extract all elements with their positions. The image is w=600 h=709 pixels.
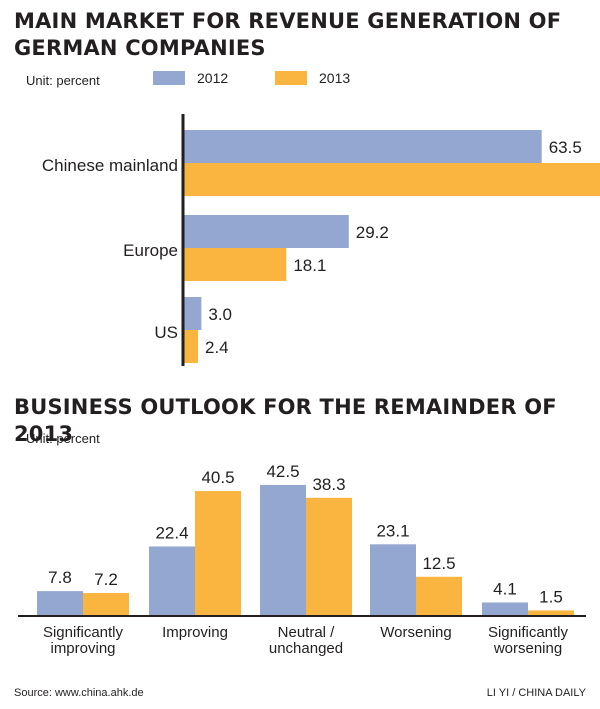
chart2-value-label: 7.8	[48, 568, 72, 587]
chart2-category-label: Neutral /	[278, 624, 336, 641]
chart1-bar-2013	[184, 163, 600, 196]
legend-label-2012: 2012	[197, 70, 229, 86]
chart2-bar-2012	[482, 602, 528, 615]
chart1-value-label: 18.1	[293, 256, 326, 275]
chart2-value-label: 23.1	[376, 521, 409, 540]
chart2-bar-2012	[37, 591, 83, 615]
credit-note: LI YI / CHINA DAILY	[486, 687, 586, 699]
chart1-value-label: 2.4	[205, 338, 229, 357]
chart2-bar-2013	[528, 610, 574, 615]
chart1-value-label: 29.2	[356, 223, 389, 242]
chart2-value-label: 4.1	[493, 579, 517, 598]
chart1-bar-2012	[184, 130, 542, 163]
chart1-value-label: 63.5	[549, 138, 582, 157]
chart2-unit-label: Unit: percent	[26, 431, 100, 446]
chart2-category-label: Worsening	[380, 624, 451, 641]
chart2-value-label: 40.5	[201, 468, 234, 487]
chart2-value-label: 42.5	[266, 462, 299, 481]
chart2-bar-2012	[260, 484, 306, 615]
chart2-bar-2013	[416, 576, 462, 615]
chart2-value-label: 12.5	[422, 554, 455, 573]
legend-label-2013: 2013	[319, 70, 351, 86]
chart1-title: MAIN MARKET FOR REVENUE GENERATION OF GE…	[14, 9, 562, 60]
chart2-category-label: Improving	[162, 624, 228, 641]
chart1-category-label: Chinese mainland	[42, 156, 178, 175]
source-note: Source: www.china.ahk.de	[14, 687, 144, 699]
chart2-bar-2013	[306, 497, 352, 615]
chart2-bar-2013	[195, 491, 241, 615]
chart1-category-label: Europe	[123, 241, 178, 260]
legend-swatch-2013	[275, 71, 307, 85]
chart2-category-label: Significantly	[43, 624, 124, 641]
legend-swatch-2012	[153, 71, 185, 85]
chart2-value-label: 7.2	[94, 570, 118, 589]
chart1-category-label: US	[154, 323, 178, 342]
legend-2013: 2013	[275, 70, 350, 86]
chart2-bar-2012	[149, 546, 195, 615]
chart2-category-label: Significantly	[488, 624, 569, 641]
chart1-bar-2012	[184, 215, 349, 248]
chart1-bar-2012	[184, 297, 202, 330]
legend-2012: 2012	[153, 70, 228, 86]
chart2-category-label: worsening	[493, 640, 562, 657]
market-bar-chart: Chinese mainland63.574.6Europe29.218.1US…	[42, 114, 600, 366]
chart1-bar-2013	[184, 248, 287, 281]
chart2-bar-2013	[83, 592, 129, 615]
chart2-bar-2012	[370, 544, 416, 615]
chart1-unit-label: Unit: percent	[26, 73, 100, 88]
chart2-value-label: 38.3	[312, 475, 345, 494]
chart1-bar-2013	[184, 330, 198, 363]
chart2-title: BUSINESS OUTLOOK FOR THE REMAINDER OF 20…	[14, 395, 557, 446]
chart1-value-label: 3.0	[208, 305, 232, 324]
chart2-value-label: 22.4	[155, 523, 188, 542]
chart2-value-label: 1.5	[539, 587, 563, 606]
outlook-bar-chart: 7.8 7.2Significantlyimproving22.440.5Impr…	[18, 462, 586, 657]
chart2-category-label: improving	[50, 640, 115, 657]
chart2-category-label: unchanged	[269, 640, 343, 657]
